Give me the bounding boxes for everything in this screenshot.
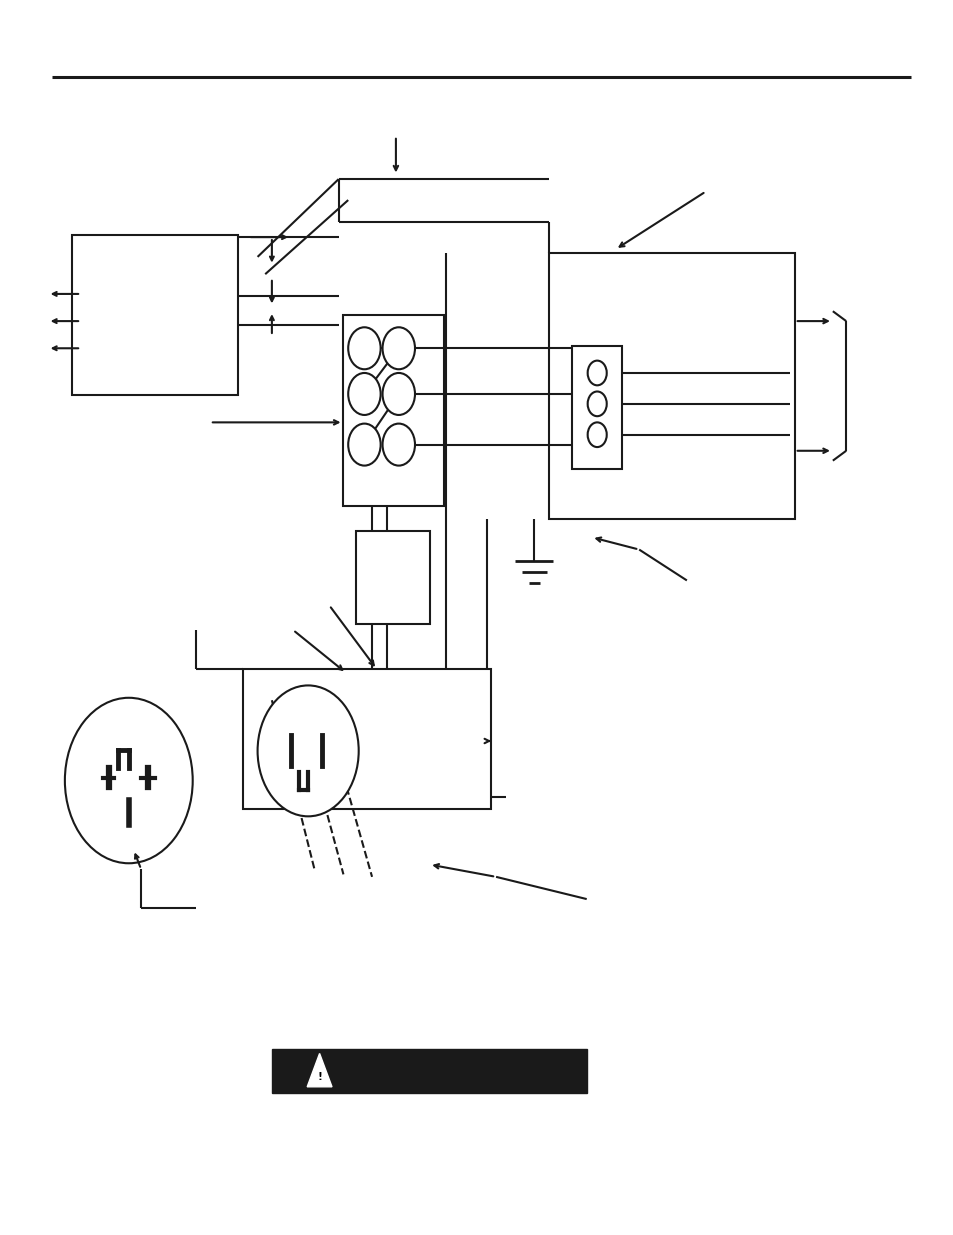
Circle shape [65, 698, 193, 863]
Bar [272, 1049, 586, 1093]
Circle shape [348, 424, 380, 466]
Circle shape [382, 327, 415, 369]
Bar [343, 315, 443, 506]
Bar [243, 669, 491, 809]
Circle shape [382, 424, 415, 466]
Circle shape [348, 327, 380, 369]
Bar [71, 235, 238, 395]
Bar [548, 253, 794, 519]
Text: !: ! [316, 1072, 322, 1082]
Circle shape [587, 422, 606, 447]
Circle shape [348, 373, 380, 415]
Bar [572, 346, 621, 469]
Circle shape [257, 685, 358, 816]
Circle shape [587, 361, 606, 385]
Bar [355, 531, 430, 624]
Circle shape [382, 373, 415, 415]
Circle shape [587, 391, 606, 416]
Polygon shape [307, 1053, 332, 1087]
